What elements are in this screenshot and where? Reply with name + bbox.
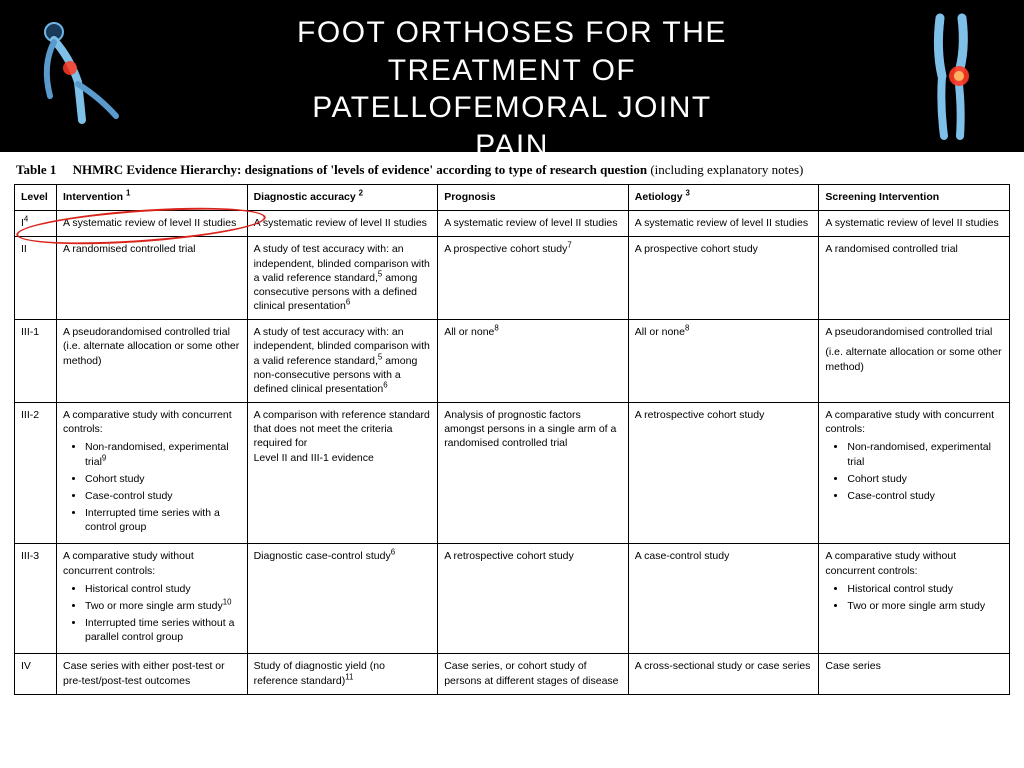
table-row: IIA randomised controlled trialA study o… — [15, 237, 1010, 320]
col-prognosis: Prognosis — [438, 185, 629, 211]
cell-screening: A pseudorandomised controlled trial(i.e.… — [819, 320, 1010, 403]
table-row: III-2A comparative study with concurrent… — [15, 403, 1010, 544]
cell-intervention: A comparative study without concurrent c… — [57, 544, 248, 654]
col-screening: Screening Intervention — [819, 185, 1010, 211]
cell-prognosis: Case series, or cohort study of persons … — [438, 654, 629, 694]
cell-screening: Case series — [819, 654, 1010, 694]
cell-diagnostic: A study of test accuracy with: an indepe… — [247, 320, 438, 403]
table-header-row: Level Intervention 1 Diagnostic accuracy… — [15, 185, 1010, 211]
table-body: I4A systematic review of level II studie… — [15, 211, 1010, 695]
cell-aetiology: A prospective cohort study — [628, 237, 819, 320]
table-row: IVCase series with either post-test or p… — [15, 654, 1010, 694]
table-row: I4A systematic review of level II studie… — [15, 211, 1010, 237]
cell-level: I4 — [15, 211, 57, 237]
cell-prognosis: Analysis of prognostic factors amongst p… — [438, 403, 629, 544]
cell-intervention: A randomised controlled trial — [57, 237, 248, 320]
cell-intervention: A systematic review of level II studies — [57, 211, 248, 237]
col-level: Level — [15, 185, 57, 211]
cell-screening: A randomised controlled trial — [819, 237, 1010, 320]
cell-prognosis: A systematic review of level II studies — [438, 211, 629, 237]
table-row: III-3A comparative study without concurr… — [15, 544, 1010, 654]
slide-title: FOOT ORTHOSES FOR THE TREATMENT OF PATEL… — [297, 0, 727, 164]
col-intervention: Intervention 1 — [57, 185, 248, 211]
cell-aetiology: A retrospective cohort study — [628, 403, 819, 544]
cell-level: III-1 — [15, 320, 57, 403]
evidence-hierarchy-table: Level Intervention 1 Diagnostic accuracy… — [14, 184, 1010, 695]
cell-aetiology: A systematic review of level II studies — [628, 211, 819, 237]
cell-aetiology: A case-control study — [628, 544, 819, 654]
col-diagnostic: Diagnostic accuracy 2 — [247, 185, 438, 211]
cell-level: II — [15, 237, 57, 320]
cell-diagnostic: A systematic review of level II studies — [247, 211, 438, 237]
cell-aetiology: All or none8 — [628, 320, 819, 403]
table-container: Table 1 NHMRC Evidence Hierarchy: design… — [0, 152, 1024, 695]
cell-diagnostic: A comparison with reference standard tha… — [247, 403, 438, 544]
cell-level: IV — [15, 654, 57, 694]
cell-prognosis: A retrospective cohort study — [438, 544, 629, 654]
table-row: III-1A pseudorandomised controlled trial… — [15, 320, 1010, 403]
knee-figure-icon — [916, 10, 996, 150]
cell-level: III-2 — [15, 403, 57, 544]
cell-screening: A systematic review of level II studies — [819, 211, 1010, 237]
cell-level: III-3 — [15, 544, 57, 654]
table-caption: Table 1 NHMRC Evidence Hierarchy: design… — [16, 162, 1010, 178]
cell-diagnostic: Diagnostic case-control study6 — [247, 544, 438, 654]
cell-screening: A comparative study with concurrent cont… — [819, 403, 1010, 544]
spine-figure-icon — [20, 10, 140, 140]
cell-prognosis: A prospective cohort study7 — [438, 237, 629, 320]
cell-intervention: A pseudorandomised controlled trial (i.e… — [57, 320, 248, 403]
cell-screening: A comparative study without concurrent c… — [819, 544, 1010, 654]
col-aetiology: Aetiology 3 — [628, 185, 819, 211]
cell-aetiology: A cross-sectional study or case series — [628, 654, 819, 694]
cell-prognosis: All or none8 — [438, 320, 629, 403]
cell-intervention: Case series with either post-test or pre… — [57, 654, 248, 694]
slide-header: FOOT ORTHOSES FOR THE TREATMENT OF PATEL… — [0, 0, 1024, 152]
cell-intervention: A comparative study with concurrent cont… — [57, 403, 248, 544]
cell-diagnostic: A study of test accuracy with: an indepe… — [247, 237, 438, 320]
cell-diagnostic: Study of diagnostic yield (no reference … — [247, 654, 438, 694]
